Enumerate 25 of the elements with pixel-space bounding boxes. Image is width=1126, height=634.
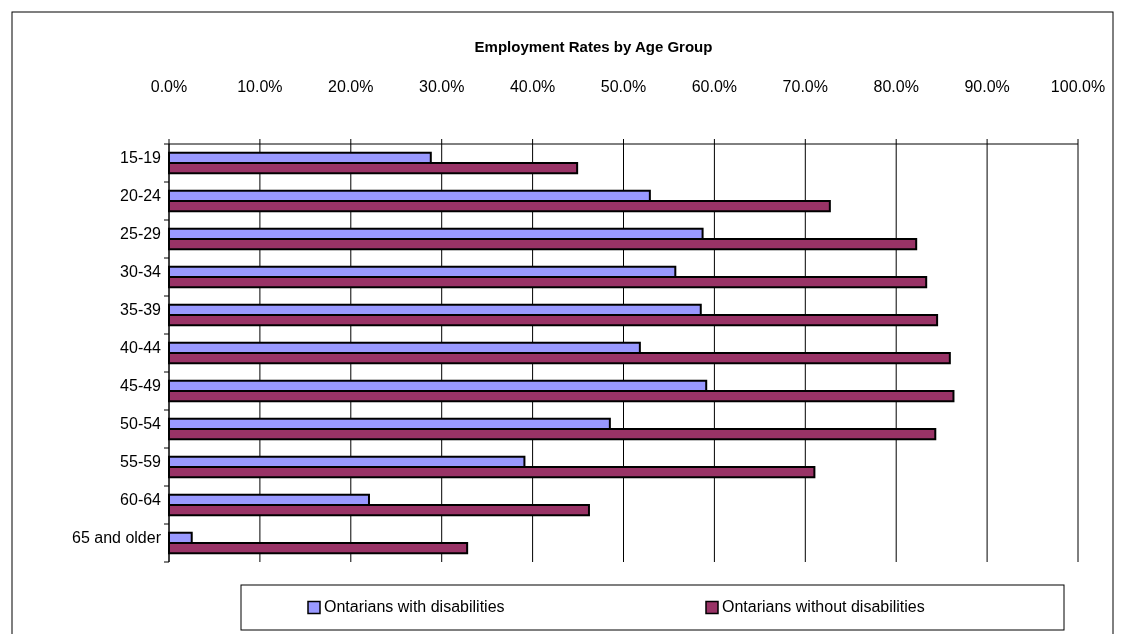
y-tick-label: 35-39	[120, 301, 162, 319]
x-tick-label: 10.0%	[237, 78, 283, 95]
y-tick-label: 60-64	[120, 491, 162, 509]
chart-title: Employment Rates by Age Group	[474, 38, 713, 55]
legend-label: Ontarians without disabilities	[722, 597, 925, 615]
x-tick-label: 80.0%	[873, 78, 919, 95]
x-tick-label: 100.0%	[1050, 78, 1106, 95]
x-tick-label: 60.0%	[691, 78, 738, 95]
y-tick-label: 55-59	[120, 453, 162, 471]
y-tick-label: 30-34	[120, 263, 162, 281]
x-tick-label: 20.0%	[328, 78, 374, 95]
x-tick-label: 70.0%	[782, 78, 828, 95]
y-tick-label: 45-49	[120, 377, 162, 395]
y-tick-label: 25-29	[120, 225, 162, 243]
y-tick-label: 40-44	[120, 339, 162, 357]
x-tick-label: 0.0%	[150, 78, 188, 95]
x-tick-label: 30.0%	[419, 78, 465, 95]
y-tick-label: 50-54	[120, 415, 162, 433]
y-tick-label: 15-19	[120, 149, 162, 167]
y-tick-label: 20-24	[120, 187, 162, 205]
legend-label: Ontarians with disabilities	[324, 597, 505, 615]
x-tick-label: 50.0%	[600, 78, 647, 95]
x-tick-label: 90.0%	[964, 78, 1010, 95]
y-tick-label: 65 and older	[72, 529, 162, 547]
x-tick-label: 40.0%	[509, 78, 556, 95]
